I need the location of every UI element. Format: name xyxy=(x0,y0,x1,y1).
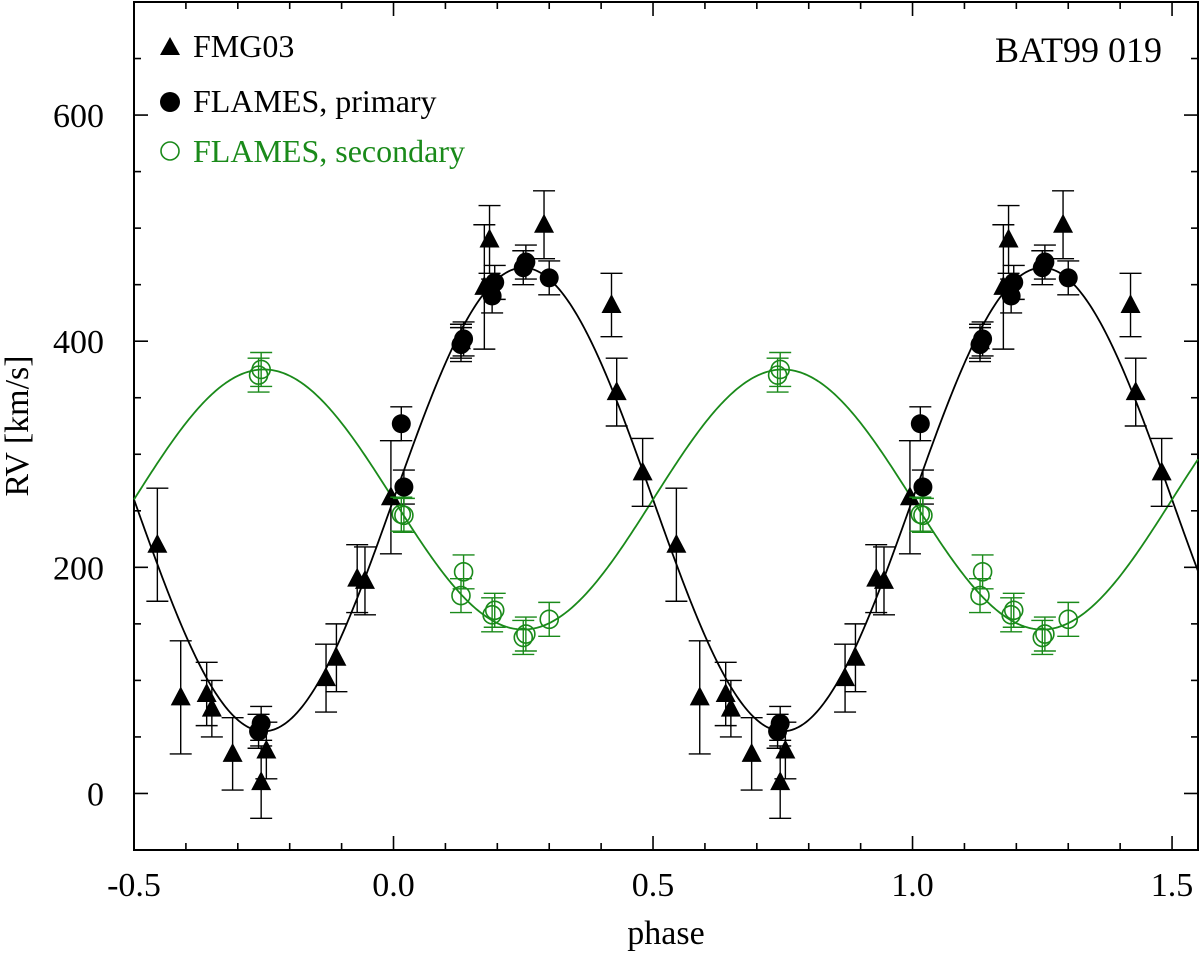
flames-secondary-point xyxy=(484,600,505,621)
flames-primary-point xyxy=(1004,272,1024,292)
flames-primary-point xyxy=(251,713,271,733)
legend-filled-circle-marker xyxy=(160,92,180,112)
fit-curve xyxy=(133,266,1199,733)
fit-curves xyxy=(133,266,1199,733)
fmg03-point xyxy=(601,294,622,314)
fmg03-point xyxy=(380,486,401,506)
flames-secondary-point xyxy=(516,624,536,644)
fmg03-point xyxy=(316,667,337,687)
fmg03-point xyxy=(720,697,741,717)
flames-secondary-point xyxy=(970,585,990,606)
x-tick-label: 1.0 xyxy=(891,867,934,904)
y-axis-label: RV [km/s] xyxy=(0,355,36,496)
flames-primary-point xyxy=(485,272,505,292)
flames-primary-point xyxy=(454,329,474,349)
flames-secondary-point xyxy=(1032,627,1053,648)
fmg03-point xyxy=(147,533,168,553)
x-tick-label: -0.5 xyxy=(107,867,161,904)
y-tick-label: 600 xyxy=(53,98,104,135)
flames-primary-point xyxy=(910,414,930,434)
legend-triangle-marker xyxy=(160,37,180,55)
flames-primary-point xyxy=(394,477,414,497)
fmg03-point xyxy=(998,228,1019,248)
fmg03-point xyxy=(251,771,272,791)
fit-curve xyxy=(133,368,1199,631)
fmg03-point xyxy=(835,667,856,687)
fmg03-point xyxy=(256,739,277,759)
flames-secondary-point xyxy=(1001,605,1021,625)
flames-secondary-point xyxy=(913,505,933,526)
flames-secondary-point xyxy=(451,585,471,606)
flames-primary-point xyxy=(913,477,933,497)
tick-labels: -0.5 0.0 0.5 1.0 1.5 0 200 400 600 xyxy=(53,98,1193,904)
legend-label-fmg03: FMG03 xyxy=(193,28,294,64)
legend-open-circle-marker xyxy=(160,141,180,161)
fmg03-point xyxy=(770,771,791,791)
y-tick-label: 200 xyxy=(53,550,104,587)
fmg03-point xyxy=(354,569,375,589)
flames-primary-point xyxy=(391,414,411,434)
flames-primary-point xyxy=(1058,268,1078,288)
fmg03-point xyxy=(1151,461,1172,481)
fmg03-point xyxy=(1120,294,1141,314)
fmg03-point xyxy=(170,686,191,706)
flames-secondary-point xyxy=(1035,624,1055,644)
fmg03-point xyxy=(873,569,894,589)
fmg03-point xyxy=(666,533,687,553)
fmg03-point xyxy=(534,213,555,233)
flames-primary-point xyxy=(770,713,790,733)
flames-primary-point xyxy=(516,252,536,272)
flames-secondary-point xyxy=(513,627,534,648)
fmg03-point xyxy=(741,742,762,762)
flames-secondary-point xyxy=(1058,609,1079,630)
fmg03-point xyxy=(632,461,653,481)
fmg03-point xyxy=(1053,213,1074,233)
fmg03-point xyxy=(689,686,710,706)
fmg03-point xyxy=(326,646,347,666)
legend-label-secondary: FLAMES, secondary xyxy=(193,133,465,169)
flames-secondary-point xyxy=(1003,600,1024,621)
axis-ticks xyxy=(133,1,1198,851)
fmg03-point xyxy=(845,646,866,666)
flames-primary-point xyxy=(1035,252,1055,272)
y-tick-label: 400 xyxy=(53,324,104,361)
fmg03-point xyxy=(201,697,222,717)
flames-secondary-point xyxy=(539,609,560,630)
fmg03-point xyxy=(715,682,736,702)
chart-title: BAT99 019 xyxy=(995,30,1162,70)
fmg03-point xyxy=(222,742,243,762)
plot-frame xyxy=(133,1,1199,851)
x-tick-label: 0.0 xyxy=(372,867,415,904)
flames-secondary-point xyxy=(770,359,790,380)
fmg03-point xyxy=(479,228,500,248)
flames-secondary-point xyxy=(453,562,474,582)
fmg03-point xyxy=(196,682,217,702)
fmg03-point xyxy=(1125,381,1146,401)
flames-primary-point xyxy=(539,268,559,288)
flames-secondary-point xyxy=(394,505,414,526)
flames-secondary-point xyxy=(251,359,271,380)
legend-label-primary: FLAMES, primary xyxy=(193,83,437,119)
flames-secondary-point xyxy=(482,605,502,625)
flames-secondary-point xyxy=(972,562,993,582)
legend: FMG03 FLAMES, primary FLAMES, secondary xyxy=(160,28,465,169)
y-tick-label: 0 xyxy=(87,776,104,813)
fmg03-point xyxy=(899,486,920,506)
x-axis-label: phase xyxy=(627,915,704,952)
data-points xyxy=(146,190,1173,820)
x-tick-label: 0.5 xyxy=(632,867,675,904)
fmg03-point xyxy=(606,381,627,401)
flames-primary-point xyxy=(973,329,993,349)
x-tick-label: 1.5 xyxy=(1151,867,1194,904)
fmg03-point xyxy=(775,739,796,759)
